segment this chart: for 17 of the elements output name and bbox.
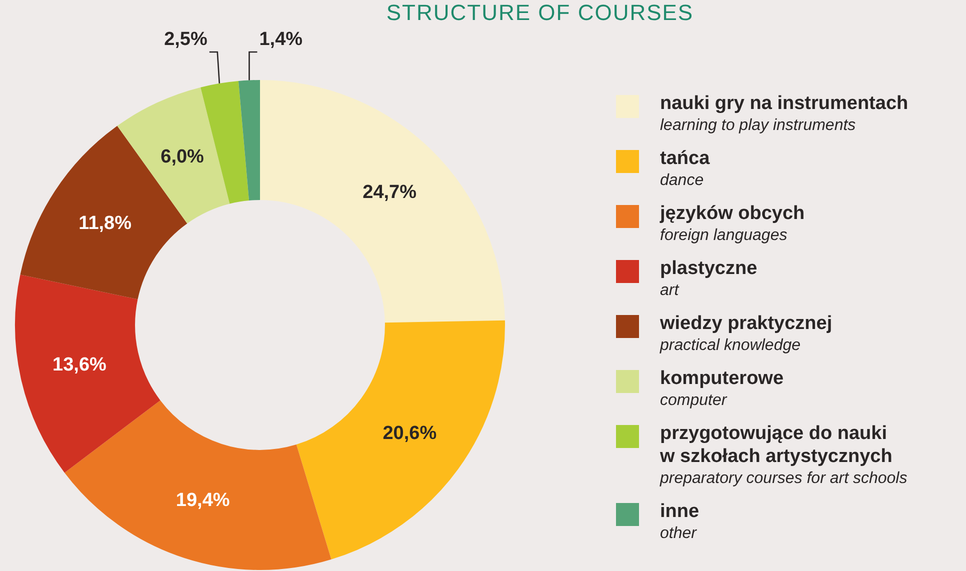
legend-label: plastyczne art [660, 257, 758, 301]
legend-label: tańca dance [660, 147, 710, 191]
data-label: 11,8% [78, 213, 132, 234]
data-label: 6,0% [160, 146, 204, 168]
legend-label: komputerowe computer [660, 367, 784, 411]
legend-label: języków obcych foreign languages [660, 202, 805, 246]
data-label: 2,5% [164, 29, 208, 50]
chart-title: STRUCTURE OF COURSES [385, 0, 695, 26]
data-label: 24,7% [362, 182, 417, 204]
legend-label: nauki gry na instrumentach learning to play instruments [660, 92, 908, 136]
data-label: 13,6% [52, 354, 107, 376]
data-label: 19,4% [176, 490, 230, 512]
legend-label: inne other [660, 500, 700, 544]
legend-label: przygotowujące do nauki w szkołach artystycznych preparatory courses for art schools [660, 422, 908, 489]
legend-label: wiedzy praktycznej practical knowledge [660, 312, 832, 356]
data-label: 20,6% [382, 422, 437, 444]
data-label: 1,4% [259, 29, 303, 50]
